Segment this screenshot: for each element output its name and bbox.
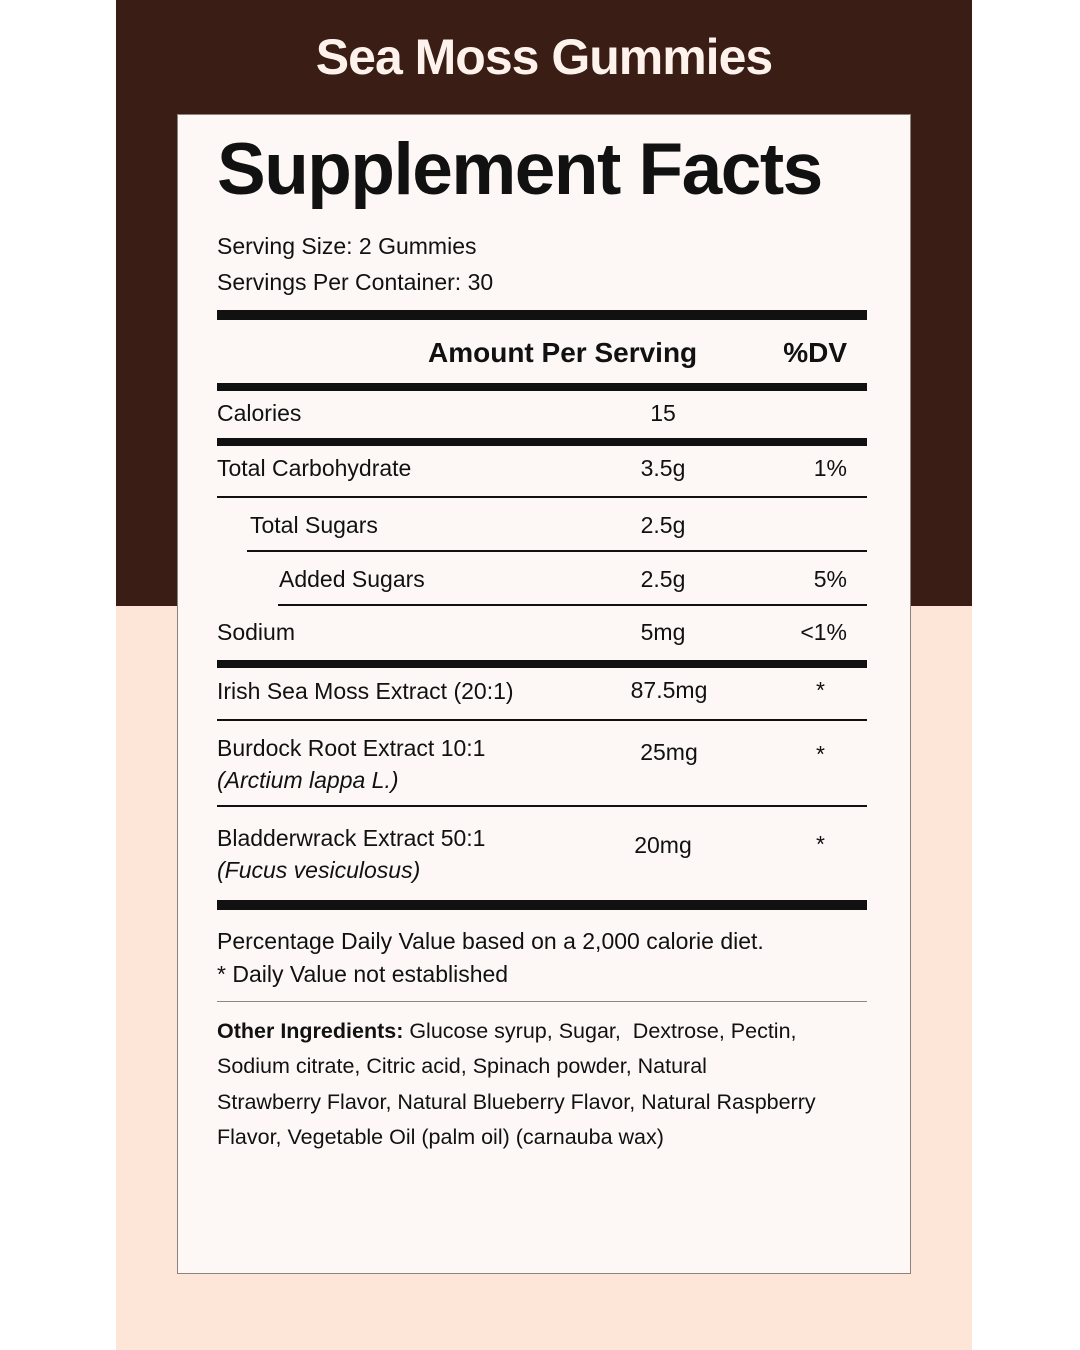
row-amount: 25mg — [640, 739, 698, 765]
supplement-facts-panel — [177, 114, 911, 1274]
row-name: Added Sugars — [279, 566, 425, 592]
thin-divider — [278, 604, 867, 606]
thin-divider — [217, 1001, 867, 1002]
row-name: Bladderwrack Extract 50:1 — [217, 825, 486, 851]
thick-divider — [217, 900, 867, 910]
row-name: Calories — [217, 400, 302, 426]
ingredients-line: Sodium citrate, Citric acid, Spinach pow… — [217, 1054, 707, 1079]
row-amount: 20mg — [634, 832, 692, 858]
row-amount: 15 — [650, 400, 676, 426]
row-dv: * — [816, 741, 825, 767]
row-dv: 5% — [813, 566, 847, 592]
row-name: Total Carbohydrate — [217, 455, 412, 481]
row-amount: 2.5g — [640, 566, 686, 592]
thin-divider — [217, 719, 867, 721]
row-dv: <1% — [800, 619, 847, 645]
serving-size: Serving Size: 2 Gummies — [217, 233, 477, 259]
thick-divider — [217, 383, 867, 391]
footnote-not-established: * Daily Value not established — [217, 961, 509, 987]
row-amount: 87.5mg — [630, 677, 708, 703]
row-dv: 1% — [813, 455, 847, 481]
row-amount: 5mg — [640, 619, 686, 645]
row-name: Total Sugars — [250, 512, 378, 538]
row-amount: 3.5g — [640, 455, 686, 481]
panel-title: Supplement Facts — [217, 129, 823, 210]
thin-divider — [247, 550, 867, 552]
thick-divider — [217, 438, 867, 446]
thick-divider — [217, 660, 867, 668]
header-dv: %DV — [783, 337, 847, 368]
row-latin-name: (Fucus vesiculosus) — [217, 857, 421, 883]
thin-divider — [217, 805, 867, 807]
thin-divider — [217, 496, 867, 498]
row-latin-name: (Arctium lappa L.) — [217, 767, 399, 793]
row-name: Burdock Root Extract 10:1 — [217, 735, 486, 761]
row-dv: * — [816, 677, 825, 703]
row-dv: * — [816, 831, 825, 857]
header-amount: Amount Per Serving — [428, 337, 698, 368]
servings-per-container: Servings Per Container: 30 — [217, 269, 494, 295]
other-ingredients: Other Ingredients: Glucose syrup, Sugar,… — [217, 1014, 877, 1155]
ingredients-line: Strawberry Flavor, Natural Blueberry Fla… — [217, 1089, 816, 1114]
row-name: Irish Sea Moss Extract (20:1) — [217, 678, 514, 704]
ingredients-line: Flavor, Vegetable Oil (palm oil) (carnau… — [217, 1124, 664, 1149]
footnote-dv: Percentage Daily Value based on a 2,000 … — [217, 928, 764, 954]
row-name: Sodium — [217, 619, 295, 645]
thick-divider — [217, 310, 867, 320]
row-amount: 2.5g — [640, 512, 686, 538]
other-ingredients-label: Other Ingredients: — [217, 1019, 404, 1043]
product-name: Sea Moss Gummies — [315, 29, 773, 85]
ingredients-line: Glucose syrup, Sugar, Dextrose, Pectin, — [403, 1019, 797, 1043]
